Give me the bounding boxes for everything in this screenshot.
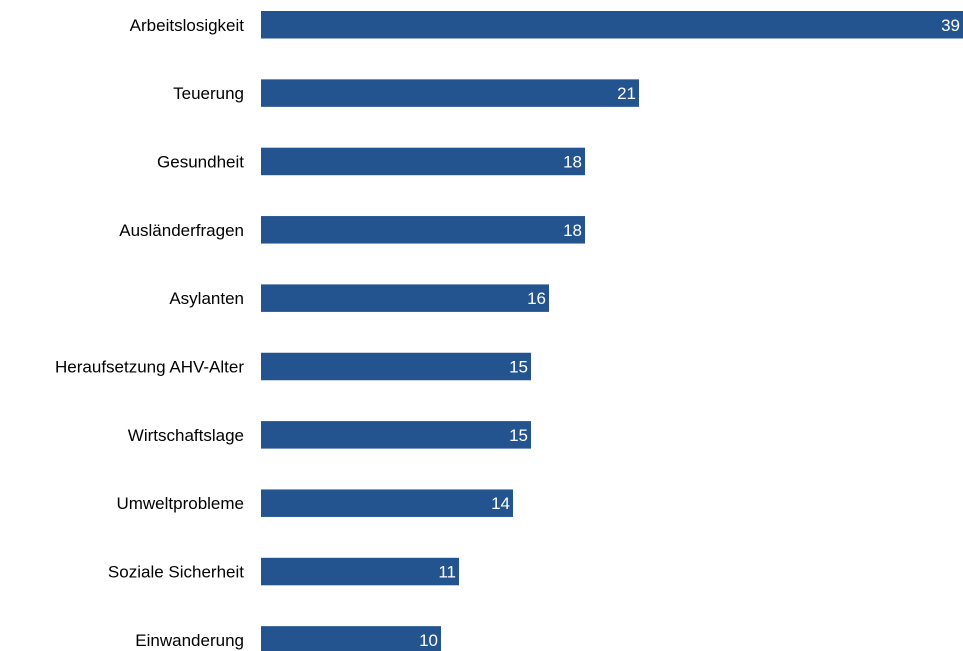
category-label-2: Gesundheit [157, 152, 244, 171]
category-label-9: Einwanderung [135, 631, 244, 650]
bar-5 [261, 352, 531, 381]
bar-6 [261, 421, 531, 449]
category-label-3: Ausländerfragen [119, 221, 244, 240]
bar-7 [261, 489, 513, 517]
category-label-5: Heraufsetzung AHV-Alter [55, 358, 244, 377]
bar-4 [261, 284, 549, 312]
bar-3 [261, 216, 585, 244]
value-label-3: 18 [563, 221, 582, 240]
value-labels: 39 21 18 18 16 15 15 14 11 10 [419, 16, 960, 650]
value-label-7: 14 [491, 494, 510, 513]
category-label-4: Asylanten [169, 289, 244, 308]
category-label-0: Arbeitslosigkeit [130, 16, 245, 35]
bar-9 [261, 626, 441, 651]
value-label-9: 10 [419, 631, 438, 650]
value-label-8: 11 [438, 563, 456, 582]
category-label-1: Teuerung [173, 84, 244, 103]
value-label-2: 18 [563, 152, 582, 171]
bars-group [261, 11, 963, 651]
value-label-1: 21 [617, 84, 636, 103]
category-labels: Arbeitslosigkeit Teuerung Gesundheit Auslän… [55, 16, 244, 650]
bar-1 [261, 79, 639, 107]
bar-8 [261, 557, 459, 586]
value-label-6: 15 [509, 426, 528, 445]
value-label-5: 15 [509, 358, 528, 377]
category-label-6: Wirtschaftslage [128, 426, 244, 445]
bar-0 [261, 11, 963, 39]
bar-2 [261, 147, 585, 176]
value-label-4: 16 [527, 289, 546, 308]
category-label-7: Umweltprobleme [116, 494, 244, 513]
value-label-0: 39 [941, 16, 960, 35]
category-label-8: Soziale Sicherheit [108, 563, 244, 582]
